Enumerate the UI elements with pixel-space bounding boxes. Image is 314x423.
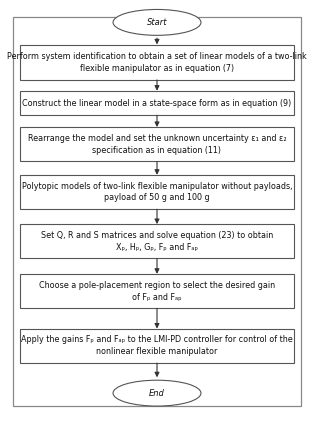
FancyBboxPatch shape <box>20 91 294 115</box>
FancyBboxPatch shape <box>20 175 294 209</box>
Text: End: End <box>149 389 165 398</box>
Text: Choose a pole-placement region to select the desired gain
of Fₚ and Fₐₚ: Choose a pole-placement region to select… <box>39 281 275 302</box>
FancyBboxPatch shape <box>20 329 294 363</box>
FancyBboxPatch shape <box>20 127 294 161</box>
Text: Rearrange the model and set the unknown uncertainty ε₁ and ε₂
specification as i: Rearrange the model and set the unknown … <box>28 134 286 155</box>
Text: Polytopic models of two-link flexible manipulator without payloads,
payload of 5: Polytopic models of two-link flexible ma… <box>22 182 292 203</box>
Text: Start: Start <box>147 18 167 27</box>
FancyBboxPatch shape <box>20 274 294 308</box>
FancyBboxPatch shape <box>20 225 294 258</box>
Text: Perform system identification to obtain a set of linear models of a two-link
fle: Perform system identification to obtain … <box>7 52 307 73</box>
Text: Set Q, R and S matrices and solve equation (23) to obtain
Xₚ, Hₚ, Gₚ, Fₚ and Fₐₚ: Set Q, R and S matrices and solve equati… <box>41 231 273 252</box>
Text: Apply the gains Fₚ and Fₐₚ to the LMI-PD controller for control of the
nonlinear: Apply the gains Fₚ and Fₐₚ to the LMI-PD… <box>21 335 293 356</box>
FancyBboxPatch shape <box>20 45 294 80</box>
Text: Construct the linear model in a state-space form as in equation (9): Construct the linear model in a state-sp… <box>22 99 292 107</box>
Ellipse shape <box>113 9 201 36</box>
Ellipse shape <box>113 380 201 406</box>
